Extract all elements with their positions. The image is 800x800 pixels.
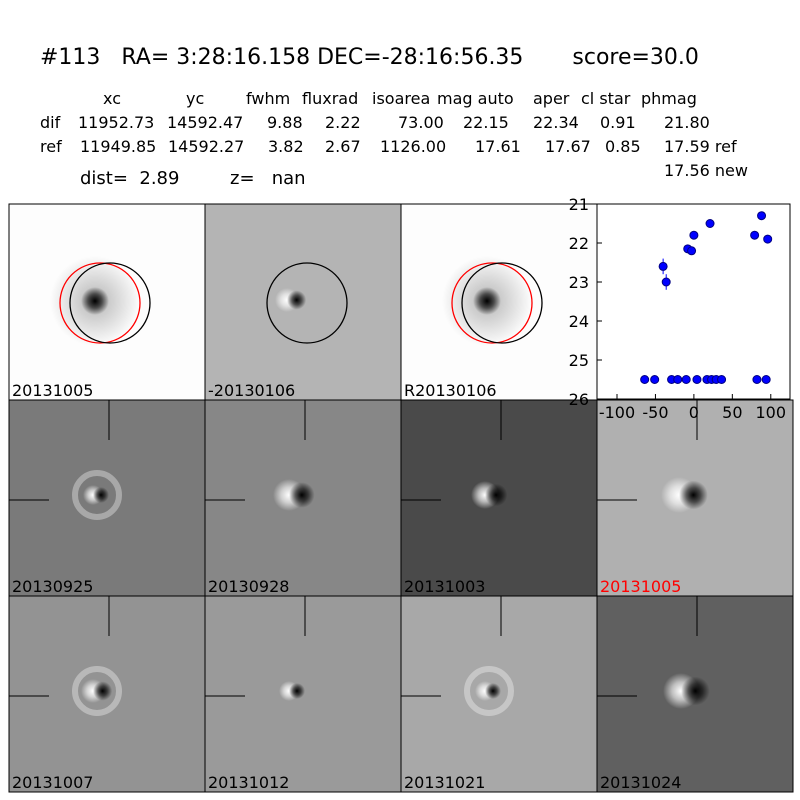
column-header: mag auto xyxy=(437,89,514,108)
dipole-black xyxy=(93,487,109,503)
x-tick-label: 100 xyxy=(756,403,787,422)
point xyxy=(692,375,702,384)
x-tick-label: 0 xyxy=(689,403,699,422)
stamp-label: 20130925 xyxy=(12,577,93,596)
point xyxy=(705,219,715,228)
table-cell: 2.67 xyxy=(325,137,361,156)
column-header: xc xyxy=(103,89,121,108)
point xyxy=(640,375,650,384)
stamp-label: 20130928 xyxy=(208,577,289,596)
table-cell: 11949.85 xyxy=(80,137,156,156)
table-cell: 14592.27 xyxy=(168,137,244,156)
dipole-black xyxy=(681,676,710,706)
table-cell: 73.00 xyxy=(398,113,444,132)
point xyxy=(717,375,727,384)
table-cell: 22.15 xyxy=(463,113,509,132)
y-tick-label: 21 xyxy=(569,195,589,214)
stamp-label: 20131005 xyxy=(600,577,681,596)
table-cell: 14592.47 xyxy=(167,113,243,132)
y-tick-label: 22 xyxy=(569,234,589,253)
point xyxy=(689,230,699,240)
column-header: cl star xyxy=(581,89,631,108)
stamp-label: -20130106 xyxy=(208,381,295,400)
info: z= nan xyxy=(230,168,306,189)
dipole-black xyxy=(289,683,305,699)
table-cell: 22.34 xyxy=(533,113,579,132)
dipole-black xyxy=(679,480,708,510)
point xyxy=(681,375,691,384)
point xyxy=(761,375,771,384)
dipole-black xyxy=(289,482,315,508)
point xyxy=(752,375,762,384)
y-tick-label: 23 xyxy=(569,273,589,292)
row-label: ref xyxy=(40,137,62,156)
table-cell: 0.85 xyxy=(605,137,641,156)
stamp-label: 20131012 xyxy=(208,773,289,792)
table-cell: 11952.73 xyxy=(78,113,154,132)
point xyxy=(661,277,671,287)
table-cell: 3.82 xyxy=(268,137,304,156)
stamp-label: 20131021 xyxy=(404,773,485,792)
title: #113 RA= 3:28:16.158 DEC=-28:16:56.35 sc… xyxy=(40,45,699,70)
x-tick-label: -100 xyxy=(599,403,635,422)
stamp-label: 20131024 xyxy=(600,773,681,792)
point xyxy=(757,211,767,221)
stamp-label: 20131003 xyxy=(404,577,485,596)
source xyxy=(473,287,501,315)
stamp-label: 20131005 xyxy=(12,381,93,400)
table-cell: 17.59 ref xyxy=(664,137,737,156)
table-cell: 21.80 xyxy=(664,113,710,132)
column-header: yc xyxy=(186,89,204,108)
aperture xyxy=(69,262,151,344)
point xyxy=(750,230,760,240)
table-cell: 2.22 xyxy=(325,113,361,132)
column-header: fwhm xyxy=(246,89,290,108)
aperture xyxy=(266,262,348,344)
column-header: fluxrad xyxy=(302,89,358,108)
column-header: aper xyxy=(533,89,570,108)
table-extra: 17.56 new xyxy=(664,161,748,180)
y-tick-label: 26 xyxy=(569,390,589,409)
ring xyxy=(72,470,122,520)
ring xyxy=(72,666,122,716)
point xyxy=(658,261,668,271)
row-label: dif xyxy=(40,113,61,132)
dipole-black xyxy=(287,290,307,310)
stamp-label: 20131007 xyxy=(12,773,93,792)
point xyxy=(650,375,660,384)
aperture xyxy=(461,262,543,344)
point xyxy=(687,246,697,256)
ring xyxy=(464,666,514,716)
source xyxy=(81,287,109,315)
table-cell: 17.61 xyxy=(475,137,521,156)
column-header: isoarea xyxy=(372,89,430,108)
point xyxy=(763,234,773,244)
y-tick-label: 24 xyxy=(569,312,589,331)
y-tick-label: 25 xyxy=(569,351,589,370)
dipole-black xyxy=(485,683,501,699)
aperture xyxy=(59,262,141,344)
table-cell: 9.88 xyxy=(267,113,303,132)
info: dist= 2.89 xyxy=(80,168,179,189)
table-cell: 17.67 xyxy=(545,137,591,156)
aperture xyxy=(451,262,533,344)
table-cell: 0.91 xyxy=(600,113,636,132)
dipole-black xyxy=(93,681,113,701)
x-tick-label: 50 xyxy=(722,403,742,422)
point xyxy=(673,375,683,384)
dipole-black xyxy=(485,483,508,507)
stamp-label: R20130106 xyxy=(404,381,497,400)
table-cell: 1126.00 xyxy=(380,137,446,156)
column-header: phmag xyxy=(641,89,697,108)
x-tick-label: -50 xyxy=(642,403,668,422)
